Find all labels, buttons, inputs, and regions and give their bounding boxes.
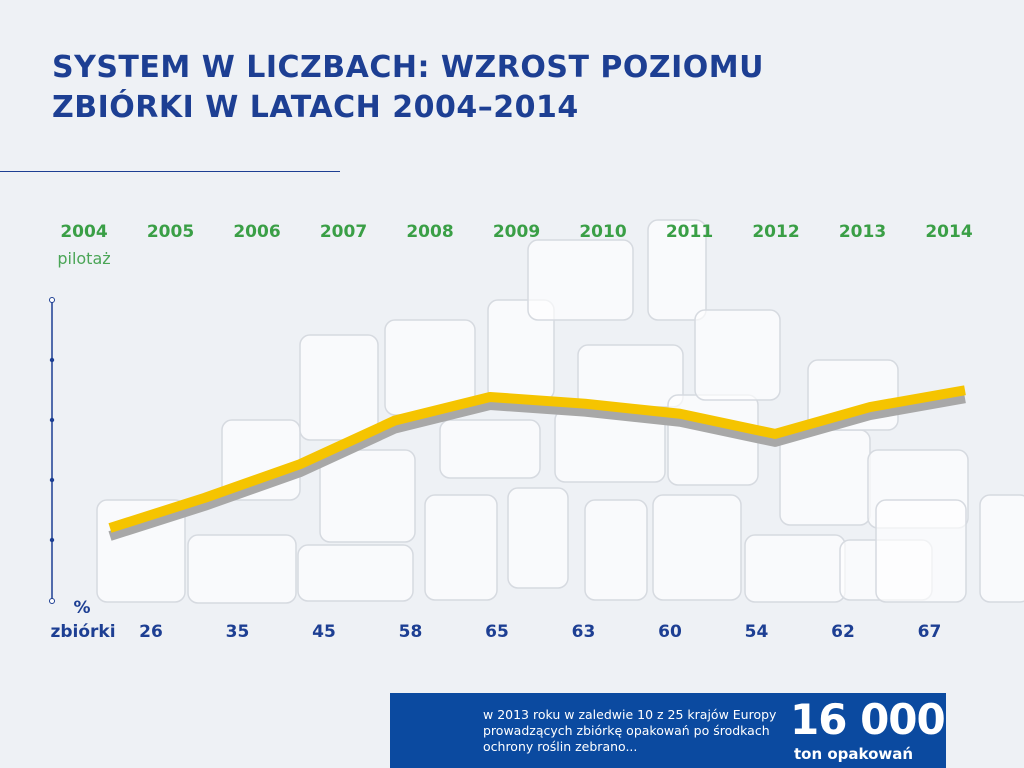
stats-banner: w 2013 roku w zaledwie 10 z 25 krajów Eu… — [390, 693, 946, 768]
pilot-label: pilotaż — [57, 249, 110, 268]
value-label: 60 — [658, 622, 682, 642]
axis-end-marker — [49, 598, 55, 604]
canister-icon — [187, 534, 297, 604]
year-label: 2010 — [579, 222, 626, 242]
year-label: 2012 — [752, 222, 799, 242]
canister-icon — [647, 219, 707, 321]
canister-icon — [744, 534, 846, 603]
canister-icon — [439, 419, 541, 479]
year-label: 2014 — [925, 222, 972, 242]
canister-icon — [297, 544, 414, 602]
percent-label: % — [73, 598, 90, 618]
value-label: 45 — [312, 622, 336, 642]
canister-icon — [652, 494, 742, 601]
canister-icon — [424, 494, 498, 601]
value-label: 67 — [918, 622, 942, 642]
y-axis — [49, 297, 55, 604]
axis-end-marker — [49, 297, 55, 303]
canister-icon — [577, 344, 684, 408]
canister-icon — [875, 499, 967, 603]
value-label: 65 — [485, 622, 509, 642]
year-label: 2006 — [233, 222, 280, 242]
canister-icon — [299, 334, 379, 441]
axis-tick — [49, 417, 55, 423]
value-label: 62 — [831, 622, 855, 642]
banner-number: 16 000 — [790, 695, 946, 744]
canister-icon — [694, 309, 781, 401]
year-label: 2011 — [666, 222, 713, 242]
canister-icon — [319, 449, 416, 543]
line-shadow — [108, 393, 966, 541]
collection-chart: 2004 2005 2006 2007 2008 2009 2010 2011 2012 2013… — [49, 219, 1024, 642]
canister-icon — [779, 429, 871, 526]
canister-icon — [527, 239, 634, 321]
canister-icon — [584, 499, 648, 601]
axis-tick — [49, 357, 55, 363]
page-title: SYSTEM W LICZBACH: WZROST POZIOMU ZBIÓRKI… — [52, 48, 764, 128]
title-line-1: SYSTEM W LICZBACH: WZROST POZIOMU — [52, 50, 765, 85]
axis-tick — [49, 537, 55, 543]
value-label: 58 — [399, 622, 423, 642]
banner-text: w 2013 roku w zaledwie 10 z 25 krajów Eu… — [483, 707, 777, 754]
banner-unit: ton opakowań — [794, 745, 914, 763]
year-label: 2008 — [406, 222, 453, 242]
collection-label: zbiórki — [50, 622, 115, 642]
axis-tick — [49, 477, 55, 483]
value-label: 63 — [572, 622, 596, 642]
value-label: 26 — [139, 622, 163, 642]
title-divider — [0, 171, 340, 172]
canister-icon — [979, 494, 1024, 603]
value-label: 54 — [745, 622, 769, 642]
canister-icon — [507, 487, 569, 589]
year-label: 2009 — [493, 222, 540, 242]
collection-line — [108, 385, 966, 533]
year-label: 2013 — [839, 222, 886, 242]
title-line-2: ZBIÓRKI W LATACH 2004–2014 — [52, 90, 579, 125]
year-label: 2004 — [60, 222, 107, 242]
year-label: 2005 — [147, 222, 194, 242]
value-label: 35 — [226, 622, 250, 642]
year-label: 2007 — [320, 222, 367, 242]
